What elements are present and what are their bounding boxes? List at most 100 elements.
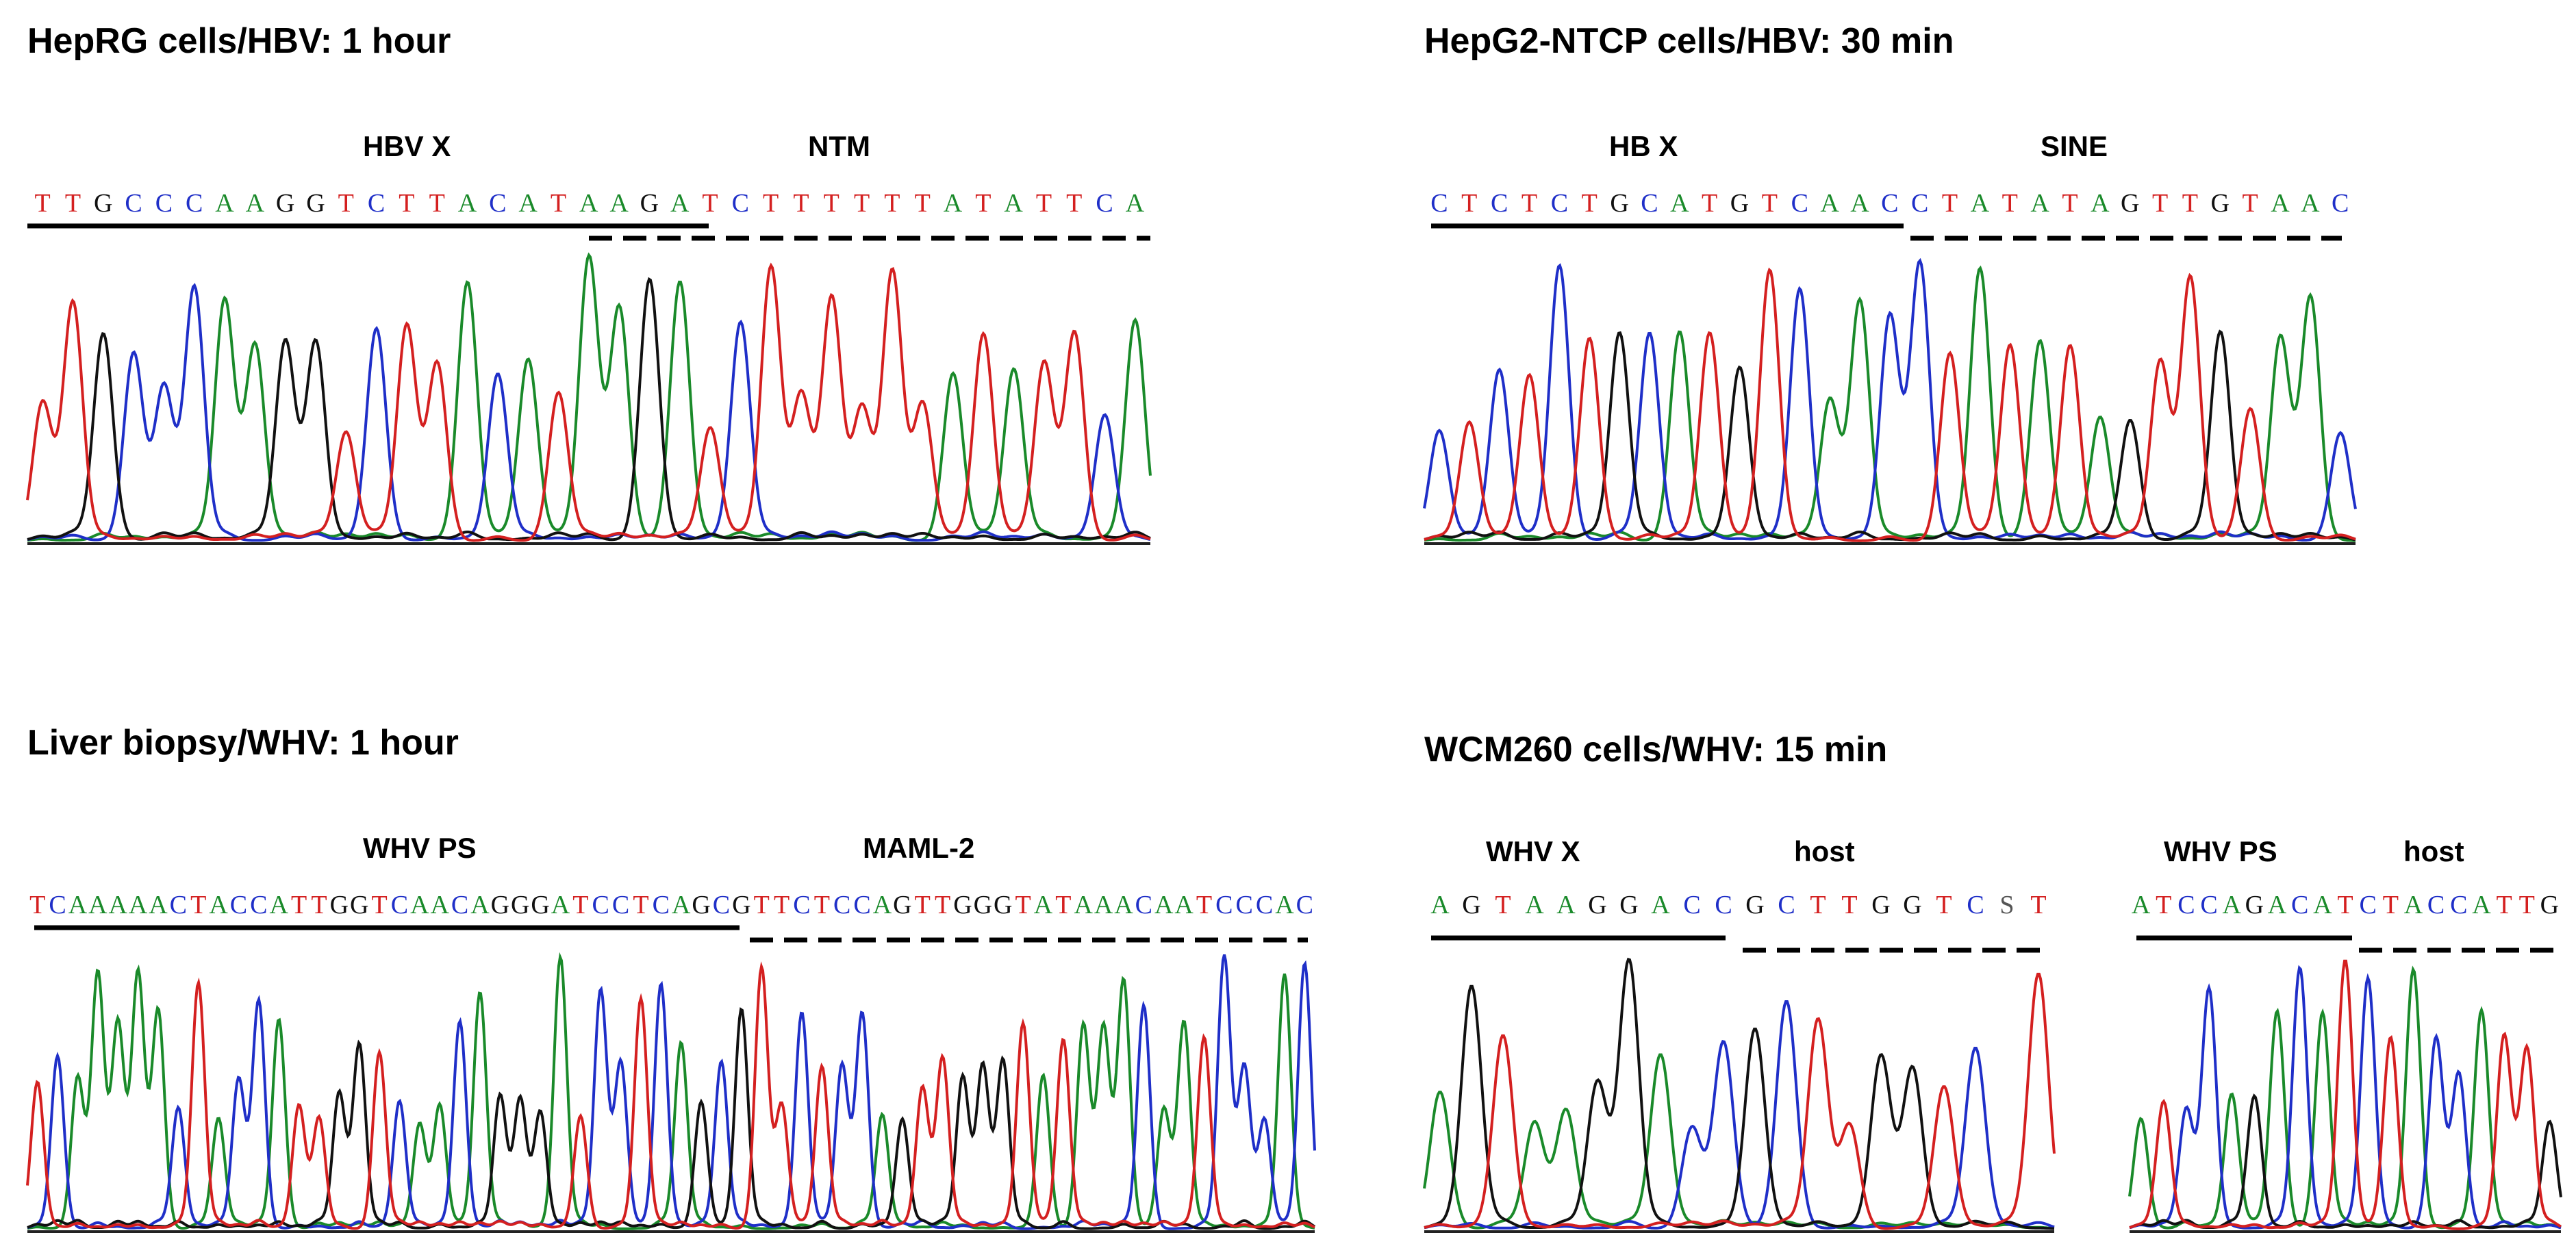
base-letter: A: [2472, 891, 2491, 919]
base-letter: A: [1275, 891, 1294, 919]
base-letter: C: [1215, 891, 1233, 919]
base-letter: C: [1683, 891, 1701, 919]
base-letter: G: [275, 189, 295, 218]
base-letter: G: [306, 189, 325, 218]
segment-label-host-2: host: [2403, 835, 2464, 867]
base-letter: G: [973, 891, 993, 919]
base-letter: A: [1125, 189, 1145, 218]
base-letter: C: [592, 891, 609, 919]
base-letter: G: [94, 189, 113, 218]
base-letter: G: [2540, 891, 2560, 919]
base-letter: T: [1055, 891, 1072, 919]
base-letter: T: [934, 891, 951, 919]
base-letter: T: [2242, 189, 2258, 218]
segment-label-host-1: host: [1794, 835, 1855, 867]
base-letter: T: [371, 891, 388, 919]
base-letter: T: [884, 189, 900, 218]
base-letter: G: [953, 891, 972, 919]
base-letter: A: [1970, 189, 1990, 218]
base-letter: T: [2182, 189, 2199, 218]
base-letter: T: [1495, 891, 1511, 919]
trace-C: [1423, 257, 2357, 542]
base-letter: T: [2496, 891, 2512, 919]
chromatogram-liver-biopsy: [26, 952, 1316, 1233]
base-letter: T: [1761, 189, 1778, 218]
base-letter: G: [1462, 891, 1481, 919]
base-letter: T: [2518, 891, 2535, 919]
base-letter: T: [64, 189, 81, 218]
base-letter: A: [2301, 189, 2320, 218]
panel-title-hepg2-ntcp: HepG2-NTCP cells/HBV: 30 min: [1424, 21, 1954, 61]
base-letter: A: [551, 891, 570, 919]
base-letter: A: [410, 891, 429, 919]
base-letter: T: [190, 891, 207, 919]
base-letter: G: [1588, 891, 1607, 919]
base-letter: C: [1135, 891, 1152, 919]
base-letter: A: [430, 891, 449, 919]
base-letter: G: [329, 891, 349, 919]
base-letter: C: [2359, 891, 2377, 919]
chromatogram-hepg-hbv: [26, 252, 1152, 545]
base-letter: G: [692, 891, 711, 919]
base-letter: T: [2337, 891, 2353, 919]
trace-T: [26, 961, 1315, 1230]
base-letter: T: [550, 189, 567, 218]
base-letter: T: [1936, 891, 1952, 919]
base-letter: A: [579, 189, 598, 218]
base-letter: C: [186, 189, 203, 218]
base-letter: T: [1841, 891, 1858, 919]
base-letter: T: [2002, 189, 2018, 218]
segment-label-hbv-x: HBV X: [363, 130, 451, 162]
base-letter: G: [1745, 891, 1765, 919]
sequence-liver-biopsy: T CAAAAAC T AC CA T T GG T CAACAGGGA T C C T CAGCG T T C T…: [27, 890, 1315, 920]
base-letter: C: [1296, 891, 1313, 919]
base-letter: T: [1521, 189, 1538, 218]
base-letter: C: [1096, 189, 1113, 218]
base-letter: A: [2271, 189, 2290, 218]
base-letter: C: [1430, 189, 1448, 218]
base-letter: T: [823, 189, 839, 218]
base-letter: A: [2091, 189, 2110, 218]
base-letter: T: [813, 891, 830, 919]
base-letter: A: [215, 189, 234, 218]
base-letter: C: [1778, 891, 1795, 919]
panel-title-wcm260: WCM260 cells/WHV: 15 min: [1424, 730, 1888, 770]
base-letter: A: [872, 891, 892, 919]
base-letter: T: [853, 189, 870, 218]
base-letter: T: [2156, 891, 2172, 919]
base-letter: G: [640, 189, 659, 218]
base-letter: C: [1715, 891, 1732, 919]
base-letter: A: [108, 891, 127, 919]
base-letter: C: [155, 189, 173, 218]
base-letter: T: [702, 189, 718, 218]
base-letter: T: [311, 891, 327, 919]
base-letter: T: [1702, 189, 1718, 218]
base-letter: C: [2332, 189, 2349, 218]
base-letter: T: [1461, 189, 1478, 218]
base-letter: G: [1610, 189, 1629, 218]
base-letter: A: [1525, 891, 1544, 919]
base-letter: C: [833, 891, 851, 919]
base-letter: T: [2062, 189, 2078, 218]
chromatogram-wcm260-whv-ps: [2128, 959, 2562, 1233]
base-letter: G: [993, 891, 1013, 919]
base-letter: C: [652, 891, 670, 919]
base-letter: C: [731, 189, 750, 218]
base-letter: C: [1235, 891, 1253, 919]
base-letter: T: [753, 891, 770, 919]
base-letter: T: [1035, 189, 1052, 218]
panel-title-liver-biopsy: Liver biopsy/WHV: 1 hour: [27, 723, 459, 763]
base-letter: A: [1556, 891, 1576, 919]
base-letter: C: [1490, 189, 1508, 218]
base-letter: T: [2151, 189, 2169, 218]
base-letter: A: [1004, 189, 1023, 218]
base-letter: T: [29, 891, 46, 919]
segment-label-ntm: NTM: [808, 130, 870, 162]
base-letter: C: [250, 891, 268, 919]
base-letter: C: [125, 189, 142, 218]
base-letter: T: [975, 189, 992, 218]
